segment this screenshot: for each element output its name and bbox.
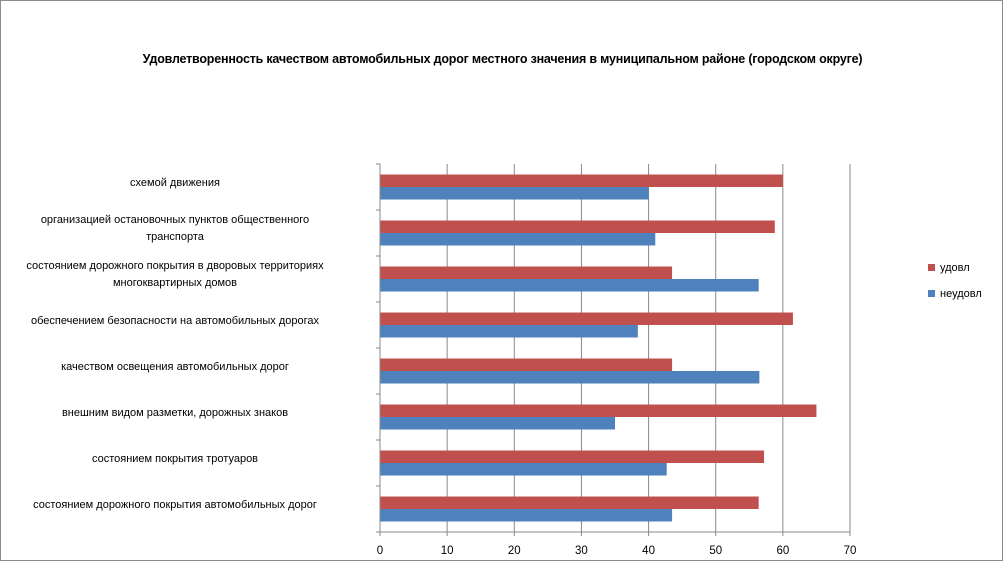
bar-udovl [380, 312, 793, 325]
category-label: обеспечением безопасности на автомобильн… [0, 313, 365, 330]
bar-udovl [380, 174, 783, 187]
legend-label: неудовл [940, 288, 982, 300]
bar-neudovl [380, 417, 615, 430]
category-label-line: организацией остановочных пунктов общест… [40, 214, 310, 226]
chart-title: Удовлетворенность качеством автомобильны… [142, 52, 863, 66]
bar-udovl [380, 220, 775, 233]
x-tick-label: 20 [508, 545, 521, 557]
bar-udovl [380, 358, 673, 371]
legend-swatch [928, 289, 935, 297]
category-label-line: многоквартирных домов [112, 277, 238, 289]
bar-neudovl [380, 371, 760, 384]
bar-udovl [380, 404, 817, 417]
category-label: состоянием дорожного покрытия автомобиль… [0, 497, 365, 514]
category-label-line: внешним видом разметки, дорожных знаков [61, 406, 289, 419]
category-label: качеством освещения автомобильных дорог [0, 359, 365, 376]
bar-udovl [380, 450, 765, 463]
bar-udovl [380, 496, 759, 509]
x-tick-label: 40 [642, 545, 655, 557]
bar-neudovl [380, 325, 638, 338]
x-tick-label: 30 [575, 545, 588, 557]
bar-neudovl [380, 233, 656, 246]
x-tick-label: 50 [709, 545, 722, 557]
category-label: состоянием дорожного покрытия в дворовых… [0, 258, 365, 292]
category-label: состоянием покрытия тротуаров [0, 451, 365, 468]
category-label: организацией остановочных пунктов общест… [0, 212, 365, 246]
bar-neudovl [380, 279, 759, 292]
bar-neudovl [380, 509, 673, 522]
category-label: схемой движения [0, 175, 365, 192]
legend-swatch [928, 263, 935, 271]
bar-neudovl [380, 463, 667, 476]
x-tick-label: 10 [441, 545, 454, 557]
bar-udovl [380, 266, 673, 279]
x-tick-label: 0 [377, 545, 383, 557]
category-label-line: качеством освещения автомобильных дорог [61, 360, 289, 373]
category-label-line: транспорта [146, 231, 204, 243]
category-label-line: состоянием дорожного покрытия автомобиль… [33, 498, 317, 511]
category-label-line: состоянием покрытия тротуаров [91, 452, 259, 465]
legend-label: удовл [940, 262, 970, 274]
bar-neudovl [380, 187, 649, 200]
category-label-line: обеспечением безопасности на автомобильн… [31, 314, 319, 327]
x-tick-label: 70 [844, 545, 857, 557]
legend-item: неудовл [928, 287, 982, 301]
category-label: внешним видом разметки, дорожных знаков [0, 405, 365, 422]
legend-item: удовл [928, 261, 970, 275]
category-label-line: состоянием дорожного покрытия в дворовых… [26, 260, 324, 272]
category-label-line: схемой движения [130, 176, 220, 189]
x-tick-label: 60 [776, 545, 789, 557]
